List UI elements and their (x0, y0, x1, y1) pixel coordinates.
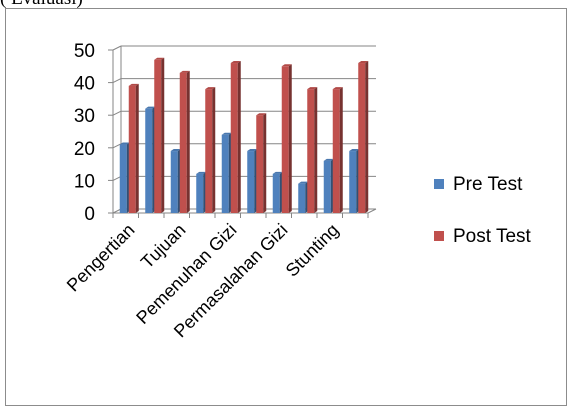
bar-front (282, 66, 289, 213)
bar-pre-test (222, 133, 232, 213)
floor-edge (368, 209, 376, 213)
bar-front (196, 174, 203, 213)
bar-post-test (129, 84, 139, 213)
y-tick-label: 50 (74, 41, 95, 62)
bar-pre-test (145, 107, 155, 213)
y-tick-label: 20 (74, 139, 95, 160)
bar-pre-test (298, 182, 308, 213)
bar-side (238, 61, 241, 213)
y-tick-label: 40 (74, 74, 95, 95)
bar-side (365, 61, 368, 213)
bar-front (273, 174, 280, 213)
bar-pre-test (273, 172, 283, 213)
bar-front (324, 161, 331, 213)
legend: Pre Test Post Test (434, 174, 532, 247)
bar-post-test (282, 64, 292, 213)
bar-front (247, 151, 254, 213)
bar-post-test (256, 113, 266, 213)
bar-post-test (180, 71, 190, 213)
x-tick-label: Pengertian (63, 220, 139, 296)
bar-front (145, 109, 152, 213)
bar-side (314, 87, 317, 213)
bar-front (205, 89, 212, 213)
bar-pre-test (171, 149, 181, 213)
bars (120, 58, 369, 213)
bar-pre-test (196, 172, 206, 213)
gridline-side (113, 79, 121, 83)
bar-front (120, 145, 127, 213)
y-tick-label: 30 (74, 106, 95, 127)
bar-side (161, 58, 164, 213)
bar-front (298, 184, 305, 213)
y-tick-label: 0 (84, 204, 95, 225)
bar-front (171, 151, 178, 213)
bar-post-test (231, 61, 241, 213)
bar-front (333, 89, 340, 213)
bar-front (129, 86, 136, 213)
bar-side (263, 113, 266, 213)
bar-post-test (205, 87, 215, 213)
bar-side (340, 87, 343, 213)
bar-side (212, 87, 215, 213)
bar-post-test (333, 87, 343, 213)
bar-front (154, 60, 161, 213)
bar-post-test (154, 58, 164, 213)
bar-side (289, 64, 292, 213)
bar-pre-test (247, 149, 257, 213)
legend-label: Post Test (453, 226, 532, 247)
bar-front (222, 135, 229, 213)
bar-front (349, 151, 356, 213)
legend-label: Pre Test (453, 174, 523, 195)
y-tick-label: 10 (74, 171, 95, 192)
bar-side (187, 71, 190, 213)
bar-front (358, 63, 365, 213)
bar-post-test (307, 87, 317, 213)
gridline-side (113, 111, 121, 115)
bar-front (180, 73, 187, 213)
y-tick-labels: 0 10 20 30 40 50 (74, 41, 95, 225)
bar-front (256, 115, 263, 213)
bar-pre-test (324, 159, 334, 213)
bar-pre-test (120, 143, 130, 213)
bar-pre-test (349, 149, 359, 213)
gridline-side (113, 46, 121, 50)
x-tick-label: Stunting (282, 220, 343, 281)
legend-swatch (434, 179, 444, 189)
bar-side (136, 84, 139, 213)
bar-front (307, 89, 314, 213)
bar-front (231, 63, 238, 213)
bar-post-test (358, 61, 368, 213)
legend-swatch (434, 231, 444, 241)
